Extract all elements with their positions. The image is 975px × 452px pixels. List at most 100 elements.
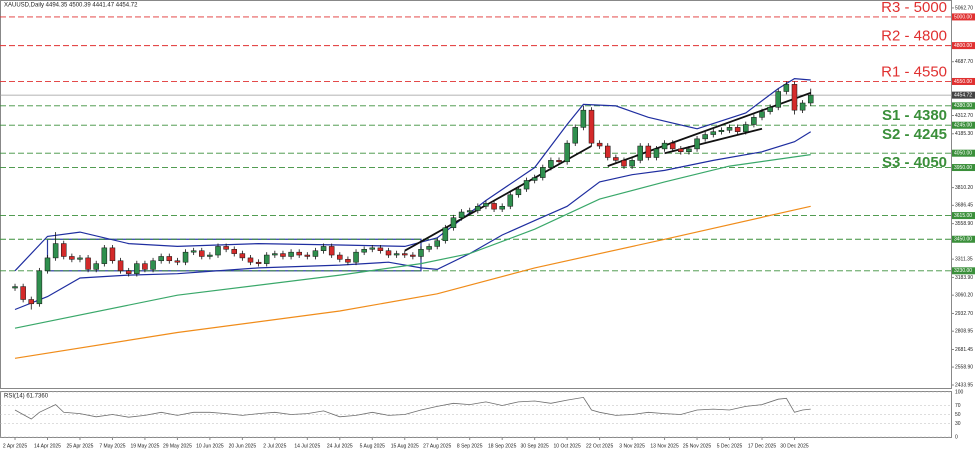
rsi-tick-label: 50 [955,412,961,418]
candle-body [759,111,765,118]
level-tag-label: 5000.00 [954,14,972,20]
candle-body [353,251,359,263]
candle-body [304,254,311,257]
candle-body [483,203,489,207]
y-tick-label: 3311.35 [955,256,973,262]
candle-body [604,145,611,158]
x-tick-label: 15 Aug 2025 [391,443,419,449]
x-tick-label: 19 May 2025 [130,443,159,449]
y-tick-label: 3183.90 [955,275,973,281]
x-tick-label: 25 Nov 2025 [683,443,712,449]
candle-body [60,243,67,257]
candle-body [223,246,229,250]
y-tick-label: 5062.70 [955,5,973,11]
candle-body [166,256,173,262]
x-tick-label: 20 Jun 2025 [229,443,257,449]
candle-body [475,206,481,211]
candle-body [507,194,514,207]
x-tick-label: 10 Jun 2025 [196,443,224,449]
last-price-tag [952,91,975,99]
x-tick-label: 8 Sep 2025 [457,443,483,449]
candle-body [328,246,335,256]
x-tick-label: 3 Nov 2025 [619,443,645,449]
x-tick-label: 5 Aug 2025 [360,443,386,449]
candle-body [312,250,319,257]
candle-body [150,260,156,270]
candle-body [466,210,473,213]
y-tick-label: 2932.70 [955,311,973,317]
candle-body [515,188,522,196]
level-tag [952,164,975,172]
candle-body [52,243,59,259]
candle-body [629,160,635,167]
level-tag-label: 4800.00 [954,43,972,49]
candle-body [410,254,416,257]
candle-body [572,127,579,144]
candle-body [20,286,26,300]
x-tick-label: 24 Jul 2025 [327,443,353,449]
candle-body [44,257,51,272]
candle-body [142,263,148,270]
x-tick-label: 22 Oct 2025 [586,443,613,449]
x-tick-label: 27 Aug 2025 [423,443,451,449]
y-tick-label: 4312.70 [955,113,973,119]
candle-body [580,109,587,128]
candle-body [556,160,562,163]
level-label: R1 - 4550 [881,63,947,80]
x-tick-label: 17 Dec 2025 [748,443,777,449]
level-tag [952,267,975,275]
y-tick-label: 3558.90 [955,221,973,227]
candle-body [199,250,205,257]
candle-body [280,253,286,257]
level-tag-label: 3450.00 [954,237,972,243]
candle-body [767,107,773,112]
candle-body [207,254,213,257]
candle-body [247,257,254,263]
candle-body [93,263,99,270]
candle-body [450,217,457,229]
candle-body [345,259,351,263]
candle-body [588,109,595,144]
level-tag-label: 3950.00 [954,165,972,171]
candle-body [548,160,554,168]
level-tag [952,102,975,110]
candle-body [686,148,692,153]
y-tick-label: 4185.30 [955,131,973,137]
candle-body [231,249,237,254]
level-label: R2 - 4800 [881,28,947,45]
level-tag-label: 4050.00 [954,151,972,157]
candle-body [743,124,749,132]
candle-body [174,260,181,263]
candle-body [621,160,627,167]
x-tick-label: 29 May 2025 [163,443,192,449]
y-tick-label: 2808.95 [955,329,973,335]
candle-body [101,247,108,264]
candle-body [361,249,367,253]
y-tick-label: 4687.70 [955,59,973,65]
candle-body [272,253,278,256]
y-tick-label: 3810.20 [955,185,973,191]
y-tick-label: 3686.45 [955,203,973,209]
main-panel [0,0,952,389]
level-tag-label: 4245.00 [954,123,972,129]
candle-body [718,129,725,132]
x-tick-label: 2 Apr 2025 [3,443,27,449]
candle-body [426,246,432,250]
candle-body [799,102,806,111]
x-tick-label: 30 Dec 2025 [780,443,809,449]
candle-body [791,84,798,111]
candle-body [296,251,302,256]
candle-body [653,148,660,158]
y-tick-label: 2558.90 [955,364,973,370]
candle-body [751,117,757,125]
indicator-line [14,154,811,329]
candle-body [702,134,708,140]
x-tick-label: 18 Sep 2025 [488,443,517,449]
y-tick-label: 3060.20 [955,292,973,298]
x-tick-label: 10 Oct 2025 [554,443,581,449]
candle-body [182,251,189,263]
indicator-line [14,205,811,359]
rsi-line [14,396,811,420]
candle-body [320,246,327,251]
candle-body [645,145,652,158]
